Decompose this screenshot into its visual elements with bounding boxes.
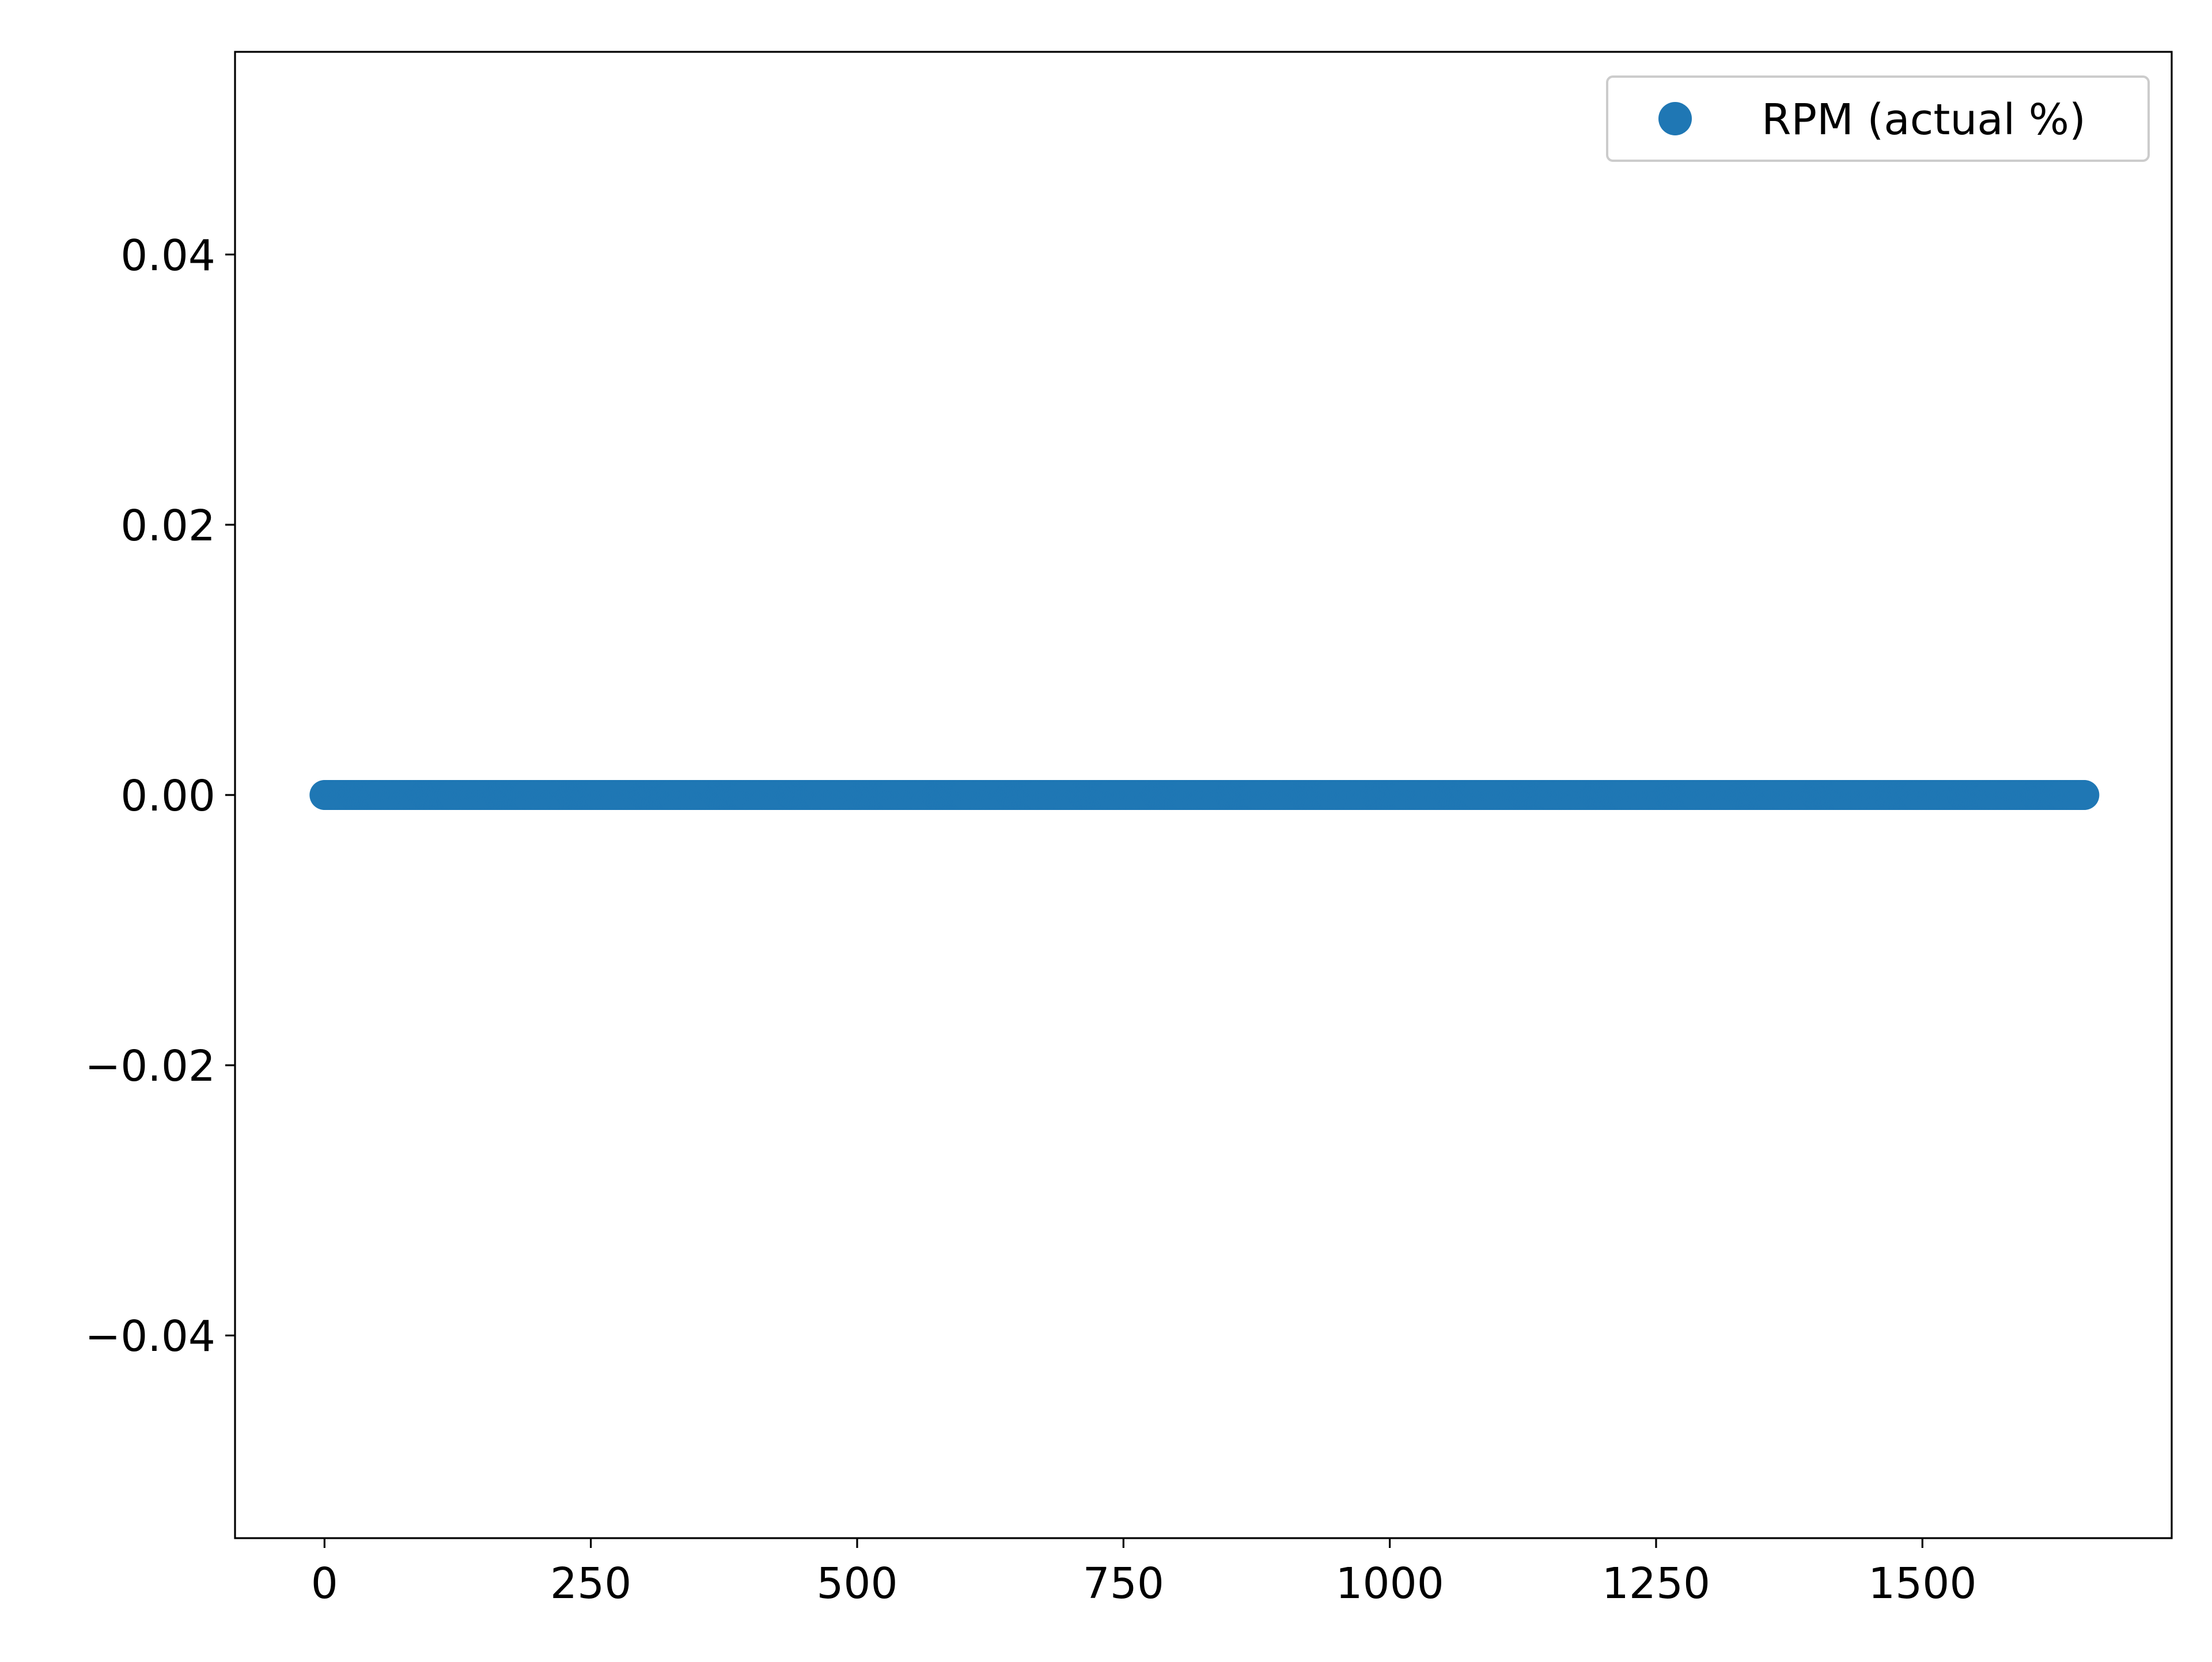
y-tick-label: −0.02 xyxy=(85,1042,215,1091)
x-tick-label: 0 xyxy=(311,1559,338,1608)
legend: RPM (actual %) xyxy=(1606,75,2150,162)
legend-box xyxy=(1606,75,2150,162)
legend-marker xyxy=(1658,102,1692,135)
x-tick-label: 1000 xyxy=(1335,1559,1444,1608)
data-point xyxy=(2069,780,2100,810)
x-tick-label: 750 xyxy=(1083,1559,1164,1608)
y-tick-label: 0.00 xyxy=(120,771,215,821)
y-tick-label: −0.04 xyxy=(85,1312,215,1361)
x-tick-label: 1500 xyxy=(1868,1559,1976,1608)
x-tick-label: 1250 xyxy=(1602,1559,1710,1608)
plot-area xyxy=(309,780,2100,810)
x-tick-label: 500 xyxy=(816,1559,897,1608)
axes: 0 250 500 750 1000 1250 1500 0.04 0.02 0.00 −0.02 −… xyxy=(85,51,2173,1608)
legend-label: RPM (actual %) xyxy=(1762,95,2086,145)
y-tick-label: 0.02 xyxy=(120,501,215,551)
data-points xyxy=(309,780,2100,810)
y-tick-label: 0.04 xyxy=(120,231,215,281)
x-tick-label: 250 xyxy=(550,1559,631,1608)
